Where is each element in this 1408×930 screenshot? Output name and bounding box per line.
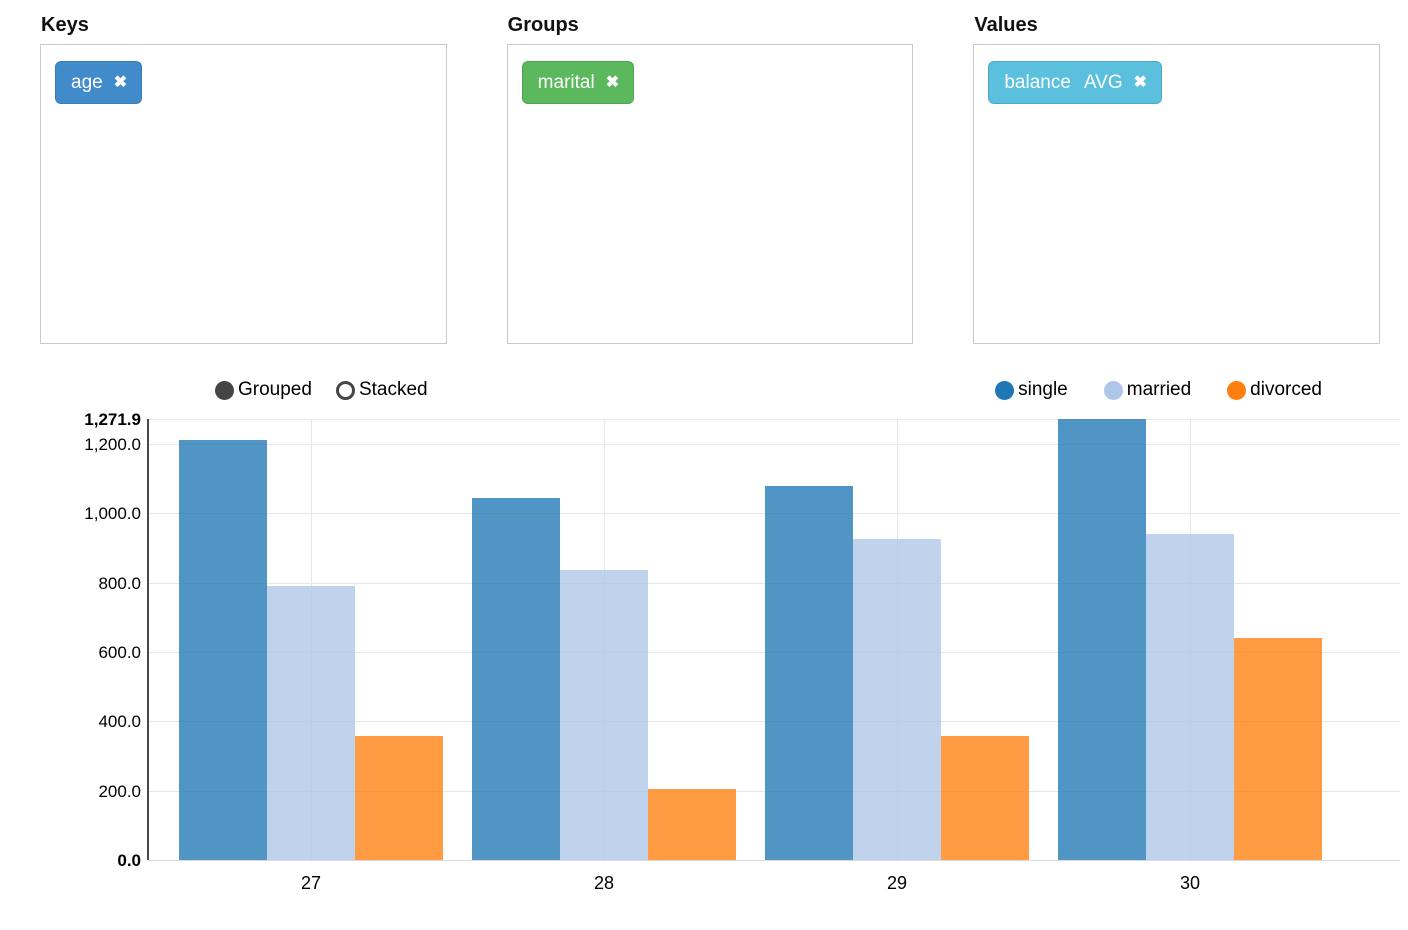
bar-single-28[interactable]: [472, 497, 560, 860]
groups-dropzone[interactable]: marital ✖: [506, 44, 914, 344]
y-tick-label: 600.0: [98, 642, 141, 662]
values-panel-title: Values: [974, 14, 1038, 36]
y-axis-line: [147, 419, 149, 860]
legend-item-single[interactable]: single: [995, 379, 1068, 401]
x-tick-label: 30: [1179, 873, 1201, 893]
chart-mode-grouped[interactable]: Grouped: [215, 379, 312, 401]
chart-mode-label: Grouped: [238, 379, 312, 400]
legend-swatch-icon: [1103, 380, 1123, 400]
gridline: [148, 443, 1400, 445]
gridline: [148, 419, 1400, 420]
bar-single-29[interactable]: [765, 486, 853, 860]
field-pill-label: age: [71, 72, 103, 93]
x-tick-label: 27: [300, 873, 322, 893]
chart-mode-stacked[interactable]: Stacked: [335, 379, 428, 401]
legend-item-married[interactable]: married: [1103, 379, 1192, 401]
values-panel: Values balance AVG ✖: [973, 14, 1381, 344]
legend-label: married: [1126, 379, 1192, 400]
bar-divorced-29[interactable]: [941, 736, 1029, 860]
radio-filled-icon: [215, 380, 234, 400]
field-panels: Keys age ✖ Groups marital ✖ Values balan…: [0, 0, 1408, 344]
keys-dropzone[interactable]: age ✖: [40, 44, 447, 344]
field-pill-label: balance: [1004, 72, 1071, 93]
field-pill-label: marital: [537, 72, 595, 93]
y-tick-label: 800.0: [98, 573, 141, 593]
values-dropzone[interactable]: balance AVG ✖: [973, 44, 1381, 344]
radio-ring-icon: [335, 380, 355, 400]
y-tick-label: 1,271.9: [84, 410, 141, 429]
bar-married-29[interactable]: [853, 539, 941, 860]
bar-married-30[interactable]: [1146, 534, 1234, 860]
y-tick-label: 400.0: [98, 712, 141, 732]
bar-divorced-30[interactable]: [1234, 638, 1322, 860]
remove-field-icon[interactable]: ✖: [113, 73, 128, 91]
legend-label: single: [1018, 379, 1068, 400]
y-tick-label: 1,200.0: [84, 434, 141, 454]
grouped-bar-chart: Grouped Stacked single married divorced 0.0…: [0, 356, 1408, 916]
chart-mode-label: Stacked: [358, 379, 428, 400]
bar-divorced-28[interactable]: [648, 788, 736, 860]
field-pill-balance-avg[interactable]: balance AVG ✖: [988, 61, 1163, 104]
legend-swatch-icon: [995, 380, 1015, 400]
y-tick-label: 200.0: [98, 781, 141, 801]
keys-panel: Keys age ✖: [40, 14, 447, 344]
chart-mode-controls: Grouped Stacked: [215, 379, 428, 401]
bar-married-27[interactable]: [267, 586, 355, 860]
bar-single-30[interactable]: [1058, 419, 1146, 860]
series-legend: single married divorced: [995, 379, 1322, 401]
groups-panel: Groups marital ✖: [506, 14, 914, 344]
plot-area: 0.0 200.0 400.0 600.0 800.0 1,000.0 1,200.0 1,2…: [0, 356, 1408, 916]
field-pill-marital[interactable]: marital ✖: [521, 61, 635, 104]
remove-field-icon[interactable]: ✖: [1133, 73, 1148, 91]
legend-item-divorced[interactable]: divorced: [1227, 379, 1322, 401]
field-pill-age[interactable]: age ✖: [55, 61, 143, 104]
y-tick-label: 1,000.0: [84, 504, 141, 524]
bar-single-27[interactable]: [179, 440, 267, 860]
remove-field-icon[interactable]: ✖: [605, 73, 620, 91]
legend-swatch-icon: [1227, 380, 1247, 400]
y-tick-label: 0.0: [117, 851, 141, 870]
legend-label: divorced: [1250, 379, 1322, 400]
bar-married-28[interactable]: [560, 570, 648, 860]
x-axis-baseline: [148, 860, 1400, 861]
field-pill-aggregation: AVG: [1083, 72, 1123, 93]
keys-panel-title: Keys: [41, 14, 89, 36]
x-tick-label: 29: [886, 873, 908, 893]
bar-divorced-27[interactable]: [355, 736, 443, 860]
groups-panel-title: Groups: [507, 14, 579, 36]
x-tick-label: 28: [593, 873, 615, 893]
